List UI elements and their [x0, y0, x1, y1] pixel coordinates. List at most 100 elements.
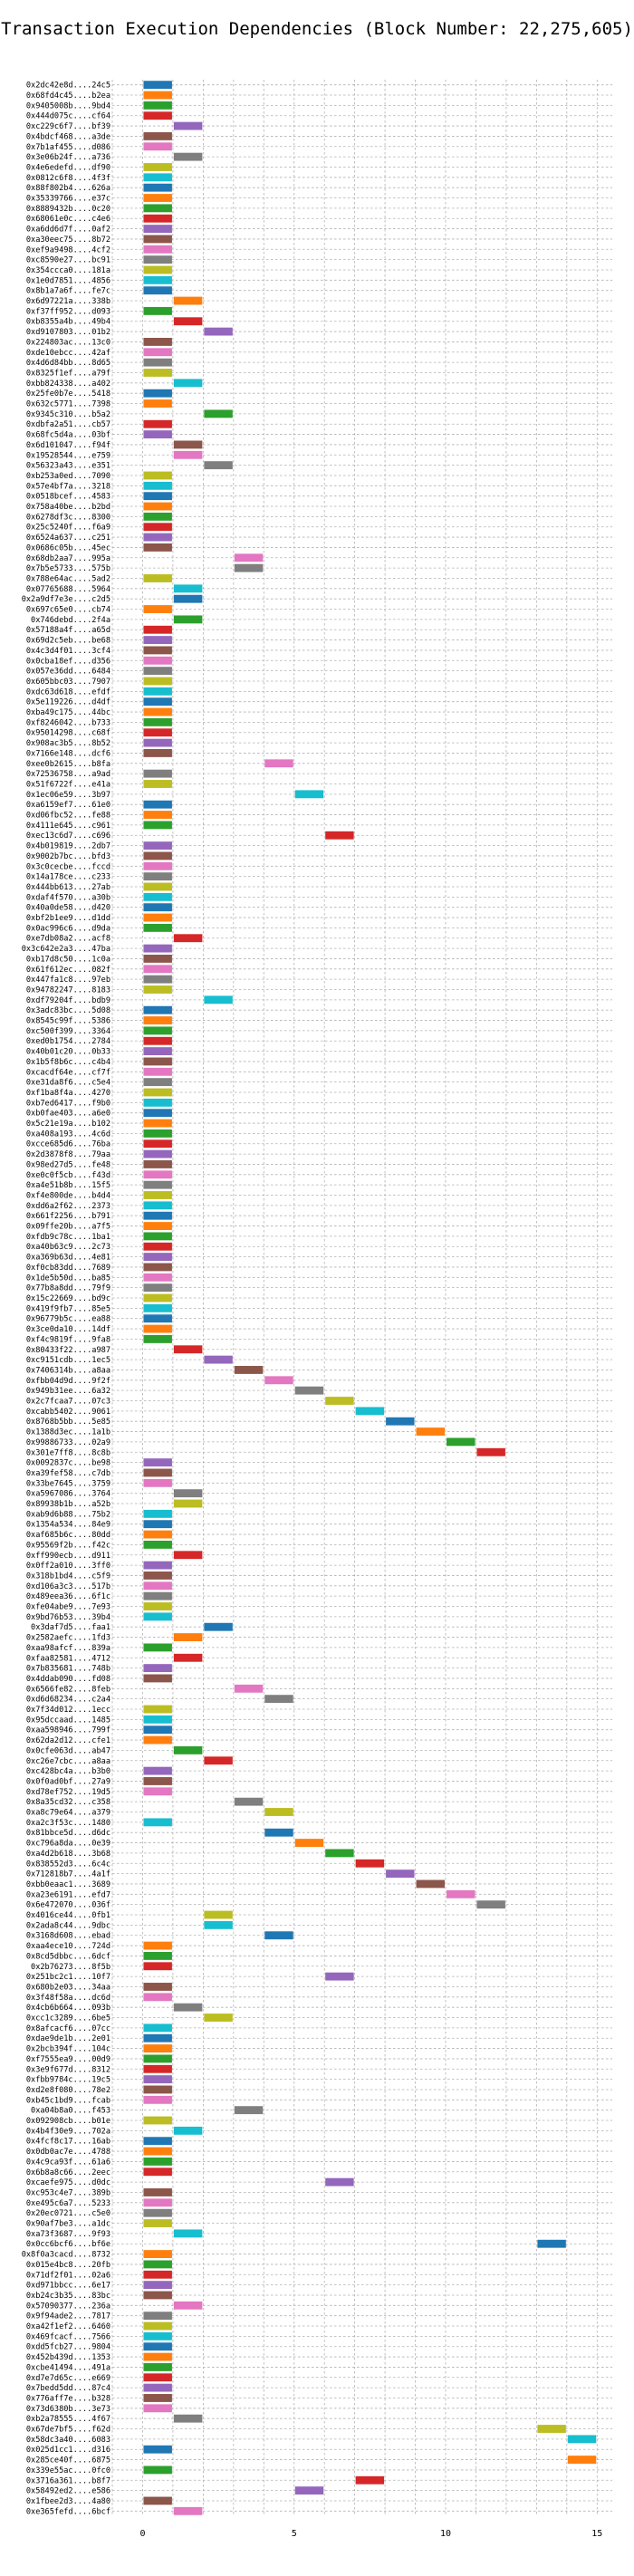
transaction-bar [143, 1581, 172, 1591]
transaction-label: 0xdae9de1b....2e01 [26, 2034, 110, 2043]
transaction-label: 0xcaefe975....d0dc [26, 2178, 110, 2187]
transaction-bar [143, 2331, 172, 2341]
transaction-bar [143, 1468, 172, 1477]
transaction-bar [143, 1242, 172, 1251]
transaction-bar [143, 656, 172, 665]
transaction-bar [143, 2064, 172, 2073]
transaction-label: 0x15c22669....bd9c [26, 1294, 110, 1303]
transaction-bar [173, 1551, 203, 1560]
transaction-bar [264, 1376, 293, 1385]
transaction-label: 0xa5967086....3764 [26, 1490, 110, 1499]
transaction-bar [143, 338, 172, 346]
transaction-label: 0xc428bc4a....b3b0 [26, 1767, 110, 1776]
transaction-bar [143, 2208, 172, 2217]
transaction-bar [143, 882, 172, 891]
transaction-bar [143, 1993, 172, 2002]
transaction-bar [143, 1232, 172, 1241]
transaction-bar [173, 594, 203, 603]
transaction-label: 0xdd5fcb27....9804 [26, 2343, 110, 2352]
transaction-label: 0xaa98afcf....839a [26, 1644, 110, 1653]
transaction-bar [143, 1478, 172, 1487]
transaction-bar [143, 512, 172, 521]
transaction-bar [143, 1705, 172, 1714]
transaction-bar [143, 707, 172, 716]
transaction-bar [143, 1962, 172, 1971]
transaction-bar [264, 1931, 293, 1940]
transaction-bar [143, 749, 172, 757]
transaction-bar [294, 1839, 324, 1847]
transaction-bar [386, 1417, 415, 1426]
transaction-bar [143, 1283, 172, 1293]
transaction-label: 0xa73f3687....9f93 [26, 2230, 110, 2239]
transaction-bar [204, 1756, 233, 1765]
transaction-label: 0x339e55ac....0fc0 [26, 2466, 110, 2475]
transaction-bar [143, 306, 172, 315]
transaction-label: 0xfdb9c78c....1ba1 [26, 1233, 110, 1242]
transaction-bar [143, 275, 172, 284]
transaction-label: 0x444d075c....cf64 [26, 112, 110, 121]
transaction-label: 0x1b5f8b6c....c4b4 [26, 1058, 110, 1067]
transaction-label: 0xaa4ece10....724d [26, 1942, 110, 1951]
transaction-label: 0x0092837c....be98 [26, 1459, 110, 1468]
transaction-bar [143, 697, 172, 706]
transaction-label: 0xb7ed6417....f9b0 [26, 1099, 110, 1108]
transaction-bar [143, 861, 172, 870]
transaction-label: 0x09ffe20b....a7f5 [26, 1223, 110, 1232]
transaction-label: 0x7b5e5733....575b [26, 564, 110, 573]
transaction-label: 0x68061e0c....c4e6 [26, 215, 110, 224]
transaction-bar [143, 2033, 172, 2043]
transaction-label: 0x758a40be....b2bd [26, 503, 110, 512]
transaction-label: 0xe7db08a2....acf8 [26, 935, 110, 944]
transaction-label: 0xcc1c3289....6be5 [26, 2014, 110, 2023]
transaction-bar [143, 1572, 172, 1580]
transaction-bar [143, 1735, 172, 1745]
transaction-bar [143, 2023, 172, 2033]
transaction-bar [173, 2126, 203, 2135]
transaction-label: 0x6d97221a....338b [26, 297, 110, 306]
transaction-label: 0x788e64ac....5ad2 [26, 574, 110, 583]
transaction-label: 0x7f34d012....1ecc [26, 1706, 110, 1715]
transaction-label: 0xaf685b6c....80dd [26, 1531, 110, 1540]
transaction-label: 0x1e0d7851....4856 [26, 276, 110, 285]
transaction-bar [264, 1808, 293, 1816]
transaction-bar [476, 1447, 505, 1456]
transaction-label: 0x14a178ce....c233 [26, 873, 110, 882]
transaction-label: 0x57188a4f....a65d [26, 626, 110, 635]
transaction-bar [143, 1787, 172, 1796]
transaction-label: 0x7b1af455....d086 [26, 143, 110, 152]
transaction-bar [143, 1036, 172, 1045]
transaction-label: 0x7bedd5dd....87c4 [26, 2384, 110, 2393]
transaction-label: 0x1fbee2d3....4a80 [26, 2497, 110, 2506]
transaction-label: 0x5c21e19a....b102 [26, 1120, 110, 1129]
transaction-bar [143, 1674, 172, 1683]
transaction-label: 0x447fa1c8....97eb [26, 976, 110, 985]
transaction-bar [173, 2003, 203, 2012]
transaction-label: 0x4fcf8c17....16ab [26, 2138, 110, 2147]
transaction-label: 0xfaa82581....4712 [26, 1654, 110, 1663]
transaction-bar [143, 419, 172, 428]
transaction-label: 0x95014298....c68f [26, 729, 110, 738]
transaction-label: 0x605bbc03....7907 [26, 678, 110, 687]
transaction-bar [143, 1263, 172, 1272]
transaction-label: 0xfbb9784c....19c5 [26, 2076, 110, 2085]
transaction-label: 0xd9107803....01b2 [26, 328, 110, 337]
transaction-bar [325, 1397, 354, 1405]
chart-title: Transaction Execution Dependencies (Bloc… [1, 19, 633, 39]
transaction-bar [143, 1540, 172, 1549]
transaction-label: 0xe365fefd....6bcf [26, 2507, 110, 2516]
transaction-bar [143, 1818, 172, 1827]
transaction-bar [143, 717, 172, 726]
transaction-label: 0x632c5771....7398 [26, 400, 110, 409]
transaction-bar [537, 2239, 566, 2248]
transaction-bar [325, 1972, 354, 1981]
transaction-bar [143, 502, 172, 511]
transaction-label: 0x469fcacf....7566 [26, 2332, 110, 2341]
transaction-label: 0x4cb6b664....093b [26, 2004, 110, 2013]
transaction-label: 0xdc63d618....efdf [26, 687, 110, 697]
transaction-bar [143, 2321, 172, 2331]
transaction-bar [143, 399, 172, 408]
transaction-bar [143, 1458, 172, 1467]
transaction-bar [204, 2014, 233, 2022]
transaction-bar [143, 265, 172, 274]
